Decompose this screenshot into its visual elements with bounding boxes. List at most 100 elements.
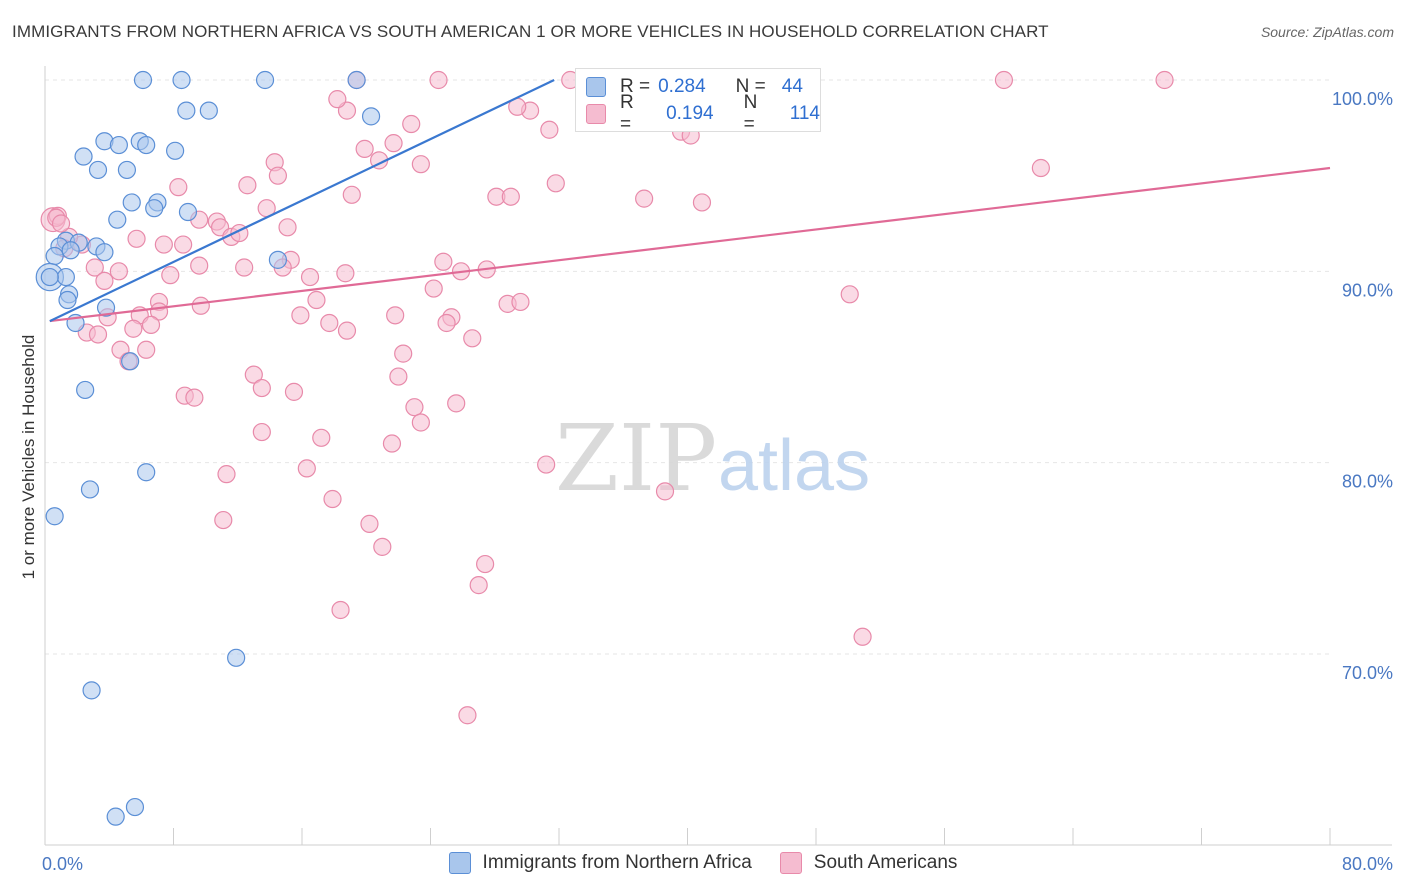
south-americans-point [127,229,146,248]
south-americans-point [336,264,355,283]
northern-africa-trendline [49,79,555,323]
northern-africa-point [40,267,59,287]
northern-africa-point [133,70,153,90]
south-americans-point [635,189,654,208]
chart-title: IMMIGRANTS FROM NORTHERN AFRICA VS SOUTH… [12,22,1049,41]
northern-africa-point [117,160,137,180]
south-americans-point [323,489,342,509]
northern-africa-point [166,141,185,160]
source-credit: Source: ZipAtlas.com [1260,24,1394,40]
northern-africa-point [109,135,128,155]
south-americans-point [537,455,556,474]
south-americans-point [307,290,326,310]
south-americans-point [429,70,448,90]
south-americans-point [124,319,143,338]
northern-africa-point [227,648,246,667]
legend-n-value: 114 [789,103,820,124]
northern-africa-point [108,210,127,229]
northern-africa-point [125,797,145,817]
northern-africa-point [137,463,156,482]
south-americans-point [174,235,193,254]
south-americans-point [235,258,254,277]
south-americans-point [382,434,402,453]
south-americans-point [191,296,210,315]
legend-swatch-pink [779,852,802,874]
south-americans-point [434,252,453,271]
northern-africa-point [121,352,140,371]
northern-africa-points [35,70,381,826]
correlation-legend: R = 0.284 N = 44 R = 0.194 N = 114 [575,68,821,135]
northern-africa-point [45,507,64,526]
south-americans-point [95,271,114,290]
legend-item-south-americans[interactable]: South Americans [779,852,958,874]
watermark: ZIP atlas [555,405,870,512]
y-tick-label: 100.0% [1332,89,1393,109]
northern-africa-point [61,241,80,260]
northern-africa-point [347,70,366,90]
south-americans-point [291,306,310,325]
south-americans-point [840,285,859,304]
south-americans-point [268,166,288,185]
south-americans-point [312,428,331,447]
south-americans-point [154,235,173,254]
south-americans-point [1031,158,1050,178]
northern-africa-point [145,199,164,218]
watermark-atlas: atlas [718,426,870,506]
legend-swatch-pink [586,104,606,124]
south-americans-point [297,459,316,478]
northern-africa-point [56,267,75,287]
legend-label: South Americans [813,852,958,873]
legend-r-label: R = [619,92,634,135]
y-tick-label: 70.0% [1342,663,1393,683]
legend-item-northern-africa[interactable]: Immigrants from Northern Africa [448,852,752,874]
south-americans-point [994,70,1014,90]
south-americans-point [185,388,204,407]
trend-lines [49,79,1331,323]
northern-africa-point [82,681,101,700]
legend-r-value: 0.194 [666,103,714,124]
south-americans-point [655,482,675,501]
south-americans-point [252,378,271,398]
south-americans-point [217,465,236,484]
northern-africa-point [137,135,156,155]
south-americans-point [692,193,712,212]
northern-africa-point [255,70,275,90]
tick-labels: 70.0% 80.0% 90.0% 100.0% 0.0% 80.0% [42,89,1393,874]
south-americans-point [389,367,408,386]
legend-r-value: 0.284 [658,76,706,97]
south-americans-point [284,382,304,401]
legend-swatch-blue [586,77,606,97]
south-americans-point [1155,70,1174,90]
south-americans-point [342,185,361,204]
legend-row-blue: R = 0.284 N = 44 [586,74,803,100]
legend-r-label: R = [620,76,651,97]
legend-n-label: N = [735,76,766,97]
south-americans-point [214,510,233,530]
south-americans-points [40,70,1174,725]
south-americans-point [511,292,530,312]
watermark-zip: ZIP [555,405,717,512]
south-americans-point [469,576,488,595]
northern-africa-point [95,243,114,262]
south-americans-point [463,329,482,348]
south-americans-point [424,279,443,298]
legend-row-pink: R = 0.194 N = 114 [586,92,820,135]
northern-africa-point [74,147,93,166]
south-americans-point [244,365,263,384]
south-americans-point [109,262,128,281]
south-americans-point [546,174,565,193]
northern-africa-point [88,160,108,180]
south-americans-point [190,256,209,275]
south-americans-point [458,706,477,725]
northern-africa-point [80,480,100,499]
south-americans-point [386,306,405,325]
south-americans-point [437,313,456,333]
south-americans-point [51,214,71,233]
south-americans-point [300,267,320,287]
south-americans-trendline [49,166,1331,323]
south-americans-point [141,315,161,335]
south-americans-point [252,422,271,442]
south-americans-point [501,187,520,206]
northern-africa-point [122,193,141,212]
